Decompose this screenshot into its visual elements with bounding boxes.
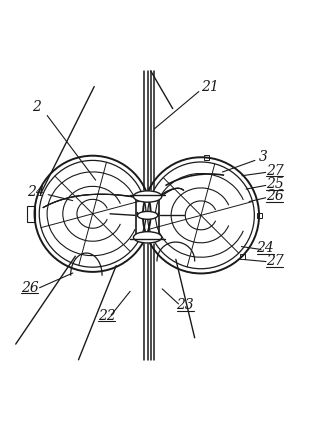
Ellipse shape [133, 191, 162, 202]
Ellipse shape [133, 232, 162, 243]
Text: 3: 3 [259, 150, 268, 164]
Text: 25: 25 [266, 177, 284, 191]
Bar [203, 155, 208, 160]
Text: 2: 2 [32, 100, 41, 114]
Text: 27: 27 [266, 164, 284, 178]
Ellipse shape [136, 232, 159, 242]
Bar [27, 206, 35, 222]
Text: 24: 24 [27, 185, 45, 199]
Text: 27: 27 [266, 254, 284, 268]
Text: 21: 21 [202, 80, 219, 94]
Text: 24: 24 [257, 241, 274, 255]
Ellipse shape [136, 192, 159, 201]
Text: 22: 22 [98, 309, 116, 323]
Text: 26: 26 [266, 189, 284, 203]
Text: 26: 26 [21, 281, 39, 295]
Ellipse shape [137, 212, 158, 219]
Text: 23: 23 [176, 298, 194, 312]
Bar [240, 254, 245, 259]
Bar [257, 213, 262, 218]
